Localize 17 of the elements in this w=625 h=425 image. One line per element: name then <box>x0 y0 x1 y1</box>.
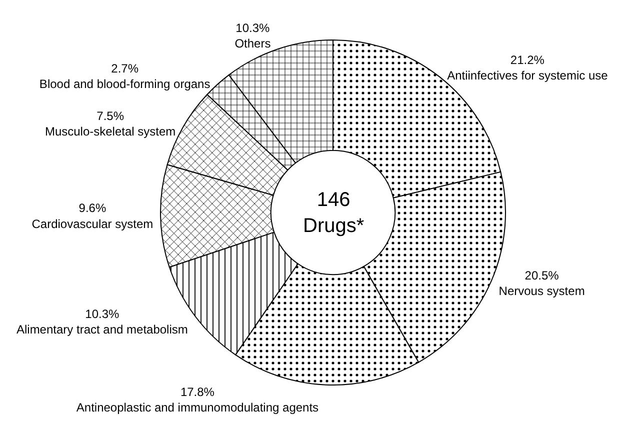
data-label: 9.6% <box>78 201 106 216</box>
text: 146 Drugs* <box>303 189 364 237</box>
slice-label: Musculo-skeletal system <box>44 124 176 138</box>
data-label: 20.5% <box>524 268 560 282</box>
slice-label: Antiinfectives for systemic use <box>447 68 608 83</box>
data-label: 7.5% <box>96 108 124 123</box>
slice-label: Cardiovascular system <box>32 216 154 231</box>
slice-label: Alimentary tract and metabolism <box>16 322 188 337</box>
data-label: 10.3% <box>85 306 120 321</box>
slice-label: Blood and blood-forming organs <box>39 76 210 91</box>
data-label: 17.8% <box>180 384 215 399</box>
data-label: 21.2% <box>510 52 545 67</box>
slice-label: Nervous system <box>498 284 585 298</box>
slice-label: Antineoplastic and immunomodulating agents <box>76 400 319 414</box>
data-label: 2.7% <box>111 61 139 76</box>
data-label: 10.3% <box>236 20 270 35</box>
slice-label: Others <box>234 36 271 50</box>
